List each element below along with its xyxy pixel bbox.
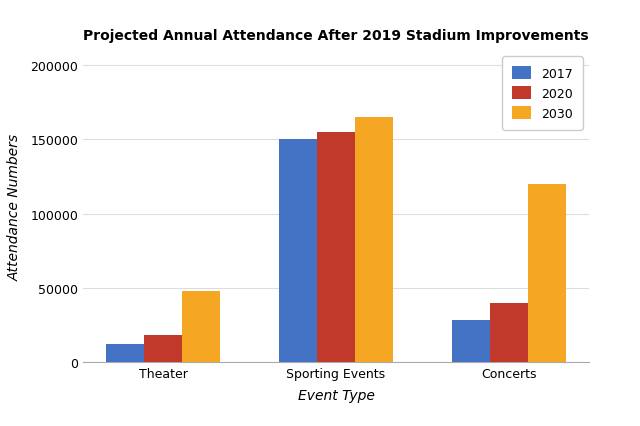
Title: Projected Annual Attendance After 2019 Stadium Improvements: Projected Annual Attendance After 2019 S…	[83, 29, 589, 43]
Bar	[490, 303, 528, 362]
Bar	[106, 344, 144, 362]
Bar	[452, 321, 490, 362]
Legend: 2017, 2020, 2030: 2017, 2020, 2030	[502, 58, 582, 130]
Bar	[317, 132, 355, 362]
Bar	[144, 335, 182, 362]
Bar	[528, 184, 566, 362]
Bar	[182, 291, 220, 362]
X-axis label: Event Type: Event Type	[298, 388, 374, 402]
Bar	[279, 140, 317, 362]
Y-axis label: Attendance Numbers: Attendance Numbers	[8, 133, 22, 280]
Bar	[355, 118, 393, 362]
